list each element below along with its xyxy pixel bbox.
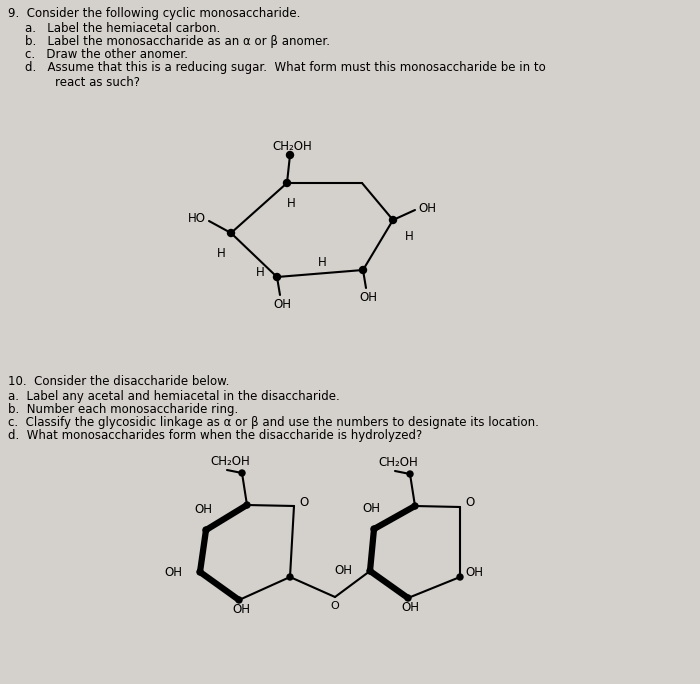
Circle shape (405, 595, 411, 601)
Circle shape (371, 526, 377, 532)
Text: d.  What monosaccharides form when the disaccharide is hydrolyzed?: d. What monosaccharides form when the di… (8, 429, 422, 442)
Text: OH: OH (273, 298, 291, 311)
Text: HO: HO (188, 213, 206, 226)
Circle shape (236, 597, 242, 603)
Text: c.  Classify the glycosidic linkage as α or β and use the numbers to designate i: c. Classify the glycosidic linkage as α … (8, 416, 539, 429)
Text: a.  Label any acetal and hemiacetal in the disaccharide.: a. Label any acetal and hemiacetal in th… (8, 390, 340, 403)
Text: H: H (405, 230, 414, 243)
Text: a.   Label the hemiacetal carbon.: a. Label the hemiacetal carbon. (25, 22, 220, 35)
Circle shape (407, 471, 413, 477)
Circle shape (389, 217, 396, 224)
Circle shape (457, 574, 463, 580)
Text: b.   Label the monosaccharide as an α or β anomer.: b. Label the monosaccharide as an α or β… (25, 35, 330, 48)
Text: OH: OH (232, 603, 250, 616)
Text: H: H (256, 267, 265, 280)
Text: b.  Number each monosaccharide ring.: b. Number each monosaccharide ring. (8, 403, 238, 416)
Circle shape (287, 574, 293, 580)
Text: OH: OH (362, 502, 380, 515)
Text: H: H (216, 247, 225, 260)
Text: OH: OH (465, 566, 483, 579)
Text: H: H (286, 197, 295, 210)
Text: OH: OH (194, 503, 212, 516)
Text: OH: OH (418, 202, 436, 215)
Text: OH: OH (359, 291, 377, 304)
Text: CH₂OH: CH₂OH (210, 455, 250, 468)
Circle shape (274, 274, 281, 280)
Text: CH₂OH: CH₂OH (272, 140, 312, 153)
Circle shape (360, 267, 367, 274)
Text: d.   Assume that this is a reducing sugar.  What form must this monosaccharide b: d. Assume that this is a reducing sugar.… (25, 61, 546, 89)
Text: CH₂OH: CH₂OH (378, 456, 418, 469)
Circle shape (244, 502, 250, 508)
Text: OH: OH (334, 564, 352, 577)
Text: H: H (318, 256, 326, 269)
Text: 10.  Consider the disaccharide below.: 10. Consider the disaccharide below. (8, 375, 230, 388)
Text: 9.  Consider the following cyclic monosaccharide.: 9. Consider the following cyclic monosac… (8, 7, 300, 20)
Circle shape (412, 503, 418, 509)
Circle shape (286, 151, 293, 159)
Text: O: O (465, 497, 475, 510)
Circle shape (239, 470, 245, 476)
Circle shape (203, 527, 209, 533)
Text: OH: OH (164, 566, 182, 579)
Circle shape (228, 230, 234, 237)
Text: O: O (330, 601, 340, 611)
Circle shape (284, 179, 290, 187)
Text: c.   Draw the other anomer.: c. Draw the other anomer. (25, 48, 188, 61)
Text: OH: OH (401, 601, 419, 614)
Circle shape (367, 568, 373, 574)
Circle shape (197, 569, 203, 575)
Text: O: O (299, 495, 308, 508)
